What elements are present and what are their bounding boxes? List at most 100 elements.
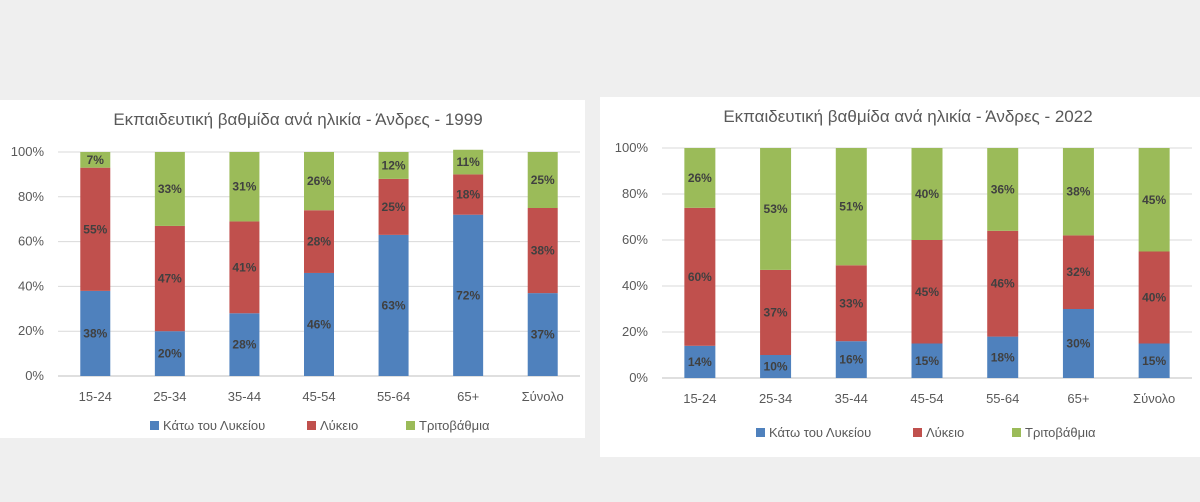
bar-segment xyxy=(987,336,1019,378)
y-tick-label: 80% xyxy=(18,189,44,204)
x-tick-label: 55-64 xyxy=(377,389,410,404)
bar-segment xyxy=(684,148,716,208)
y-tick-label: 40% xyxy=(622,278,648,293)
bar-segment xyxy=(835,341,867,378)
bar-segment xyxy=(760,355,792,378)
data-label: 26% xyxy=(307,174,331,188)
data-label: 38% xyxy=(531,244,555,258)
legend-swatch xyxy=(406,421,415,430)
bar-segment xyxy=(1138,148,1170,252)
data-label: 28% xyxy=(232,338,256,352)
bar-segment xyxy=(80,290,111,376)
data-label: 11% xyxy=(456,155,480,169)
data-label: 32% xyxy=(1066,265,1090,279)
bar-segment xyxy=(911,343,943,378)
data-label: 15% xyxy=(915,354,939,368)
bar-segment xyxy=(229,221,260,314)
x-tick-label: 55-64 xyxy=(986,391,1019,406)
bar-segment xyxy=(760,269,792,355)
x-tick-label: 15-24 xyxy=(683,391,716,406)
bar-segment xyxy=(154,331,185,376)
y-tick-label: 60% xyxy=(18,234,44,249)
y-tick-label: 0% xyxy=(25,368,44,383)
legend-swatch xyxy=(913,428,922,437)
data-label: 51% xyxy=(839,200,863,214)
bar-segment xyxy=(835,148,867,266)
data-label: 25% xyxy=(382,200,406,214)
chart-title: Εκπαιδευτική βαθμίδα ανά ηλικία - Άνδρες… xyxy=(113,110,482,129)
chart-panel-2022: Εκπαιδευτική βαθμίδα ανά ηλικία - Άνδρες… xyxy=(600,97,1200,457)
bar-segment xyxy=(911,148,943,240)
y-tick-label: 100% xyxy=(615,140,649,155)
data-label: 46% xyxy=(991,277,1015,291)
data-label: 40% xyxy=(915,187,939,201)
data-label: 37% xyxy=(764,305,788,319)
bar-segment xyxy=(229,313,260,376)
stacked-bar-chart-2022: Εκπαιδευτική βαθμίδα ανά ηλικία - Άνδρες… xyxy=(615,107,1192,440)
data-label: 55% xyxy=(83,222,107,236)
x-tick-label: 65+ xyxy=(457,389,479,404)
data-label: 15% xyxy=(1142,354,1166,368)
data-label: 41% xyxy=(232,260,256,274)
x-tick-label: 15-24 xyxy=(79,389,112,404)
data-label: 14% xyxy=(688,355,712,369)
chart-panel-1999: Εκπαιδευτική βαθμίδα ανά ηλικία - Άνδρες… xyxy=(0,100,585,438)
legend-swatch xyxy=(1012,428,1021,437)
data-label: 33% xyxy=(839,296,863,310)
x-tick-label: Σύνολο xyxy=(1133,391,1175,406)
bar-segment xyxy=(453,174,484,215)
legend-label: Τριτοβάθμια xyxy=(419,418,490,433)
legend-swatch xyxy=(756,428,765,437)
data-label: 72% xyxy=(456,288,480,302)
y-tick-label: 20% xyxy=(18,323,44,338)
bar-segment xyxy=(1138,251,1170,344)
legend-swatch xyxy=(307,421,316,430)
bar-segment xyxy=(911,240,943,344)
legend-label: Τριτοβάθμια xyxy=(1025,425,1096,440)
bar-segment xyxy=(684,345,716,378)
y-tick-label: 60% xyxy=(622,232,648,247)
bar-segment xyxy=(304,272,334,376)
data-label: 33% xyxy=(158,182,182,196)
data-label: 26% xyxy=(688,171,712,185)
legend-swatch xyxy=(150,421,159,430)
x-tick-label: 35-44 xyxy=(835,391,868,406)
x-tick-label: 45-54 xyxy=(910,391,943,406)
x-tick-label: 45-54 xyxy=(302,389,335,404)
x-tick-label: 25-34 xyxy=(759,391,792,406)
data-label: 25% xyxy=(531,173,555,187)
data-label: 37% xyxy=(531,328,555,342)
legend-label: Λύκειο xyxy=(926,425,964,440)
bar-segment xyxy=(1062,235,1094,309)
bar-segment xyxy=(1062,309,1094,378)
legend-label: Κάτω του Λυκείου xyxy=(769,425,871,440)
x-tick-label: Σύνολο xyxy=(522,389,564,404)
x-tick-label: 25-34 xyxy=(153,389,186,404)
bar-segment xyxy=(527,152,558,208)
bar-segment xyxy=(527,293,558,376)
bar-segment xyxy=(80,152,111,168)
data-label: 31% xyxy=(232,180,256,194)
y-tick-label: 80% xyxy=(622,186,648,201)
data-label: 46% xyxy=(307,317,331,331)
data-label: 28% xyxy=(307,235,331,249)
data-label: 20% xyxy=(158,347,182,361)
data-label: 36% xyxy=(991,182,1015,196)
bar-segment xyxy=(684,207,716,346)
y-tick-label: 40% xyxy=(18,278,44,293)
y-tick-label: 0% xyxy=(629,370,648,385)
data-label: 47% xyxy=(158,272,182,286)
bar-segment xyxy=(378,152,409,179)
data-label: 12% xyxy=(382,158,406,172)
bar-segment xyxy=(987,148,1019,231)
bar-segment xyxy=(453,214,484,376)
bar-segment xyxy=(378,234,409,376)
legend-label: Κάτω του Λυκείου xyxy=(163,418,265,433)
data-label: 45% xyxy=(1142,193,1166,207)
bar-segment xyxy=(1062,148,1094,236)
data-label: 10% xyxy=(764,360,788,374)
bar-segment xyxy=(378,178,409,235)
bar-segment xyxy=(835,265,867,342)
data-label: 40% xyxy=(1142,291,1166,305)
data-label: 18% xyxy=(456,188,480,202)
